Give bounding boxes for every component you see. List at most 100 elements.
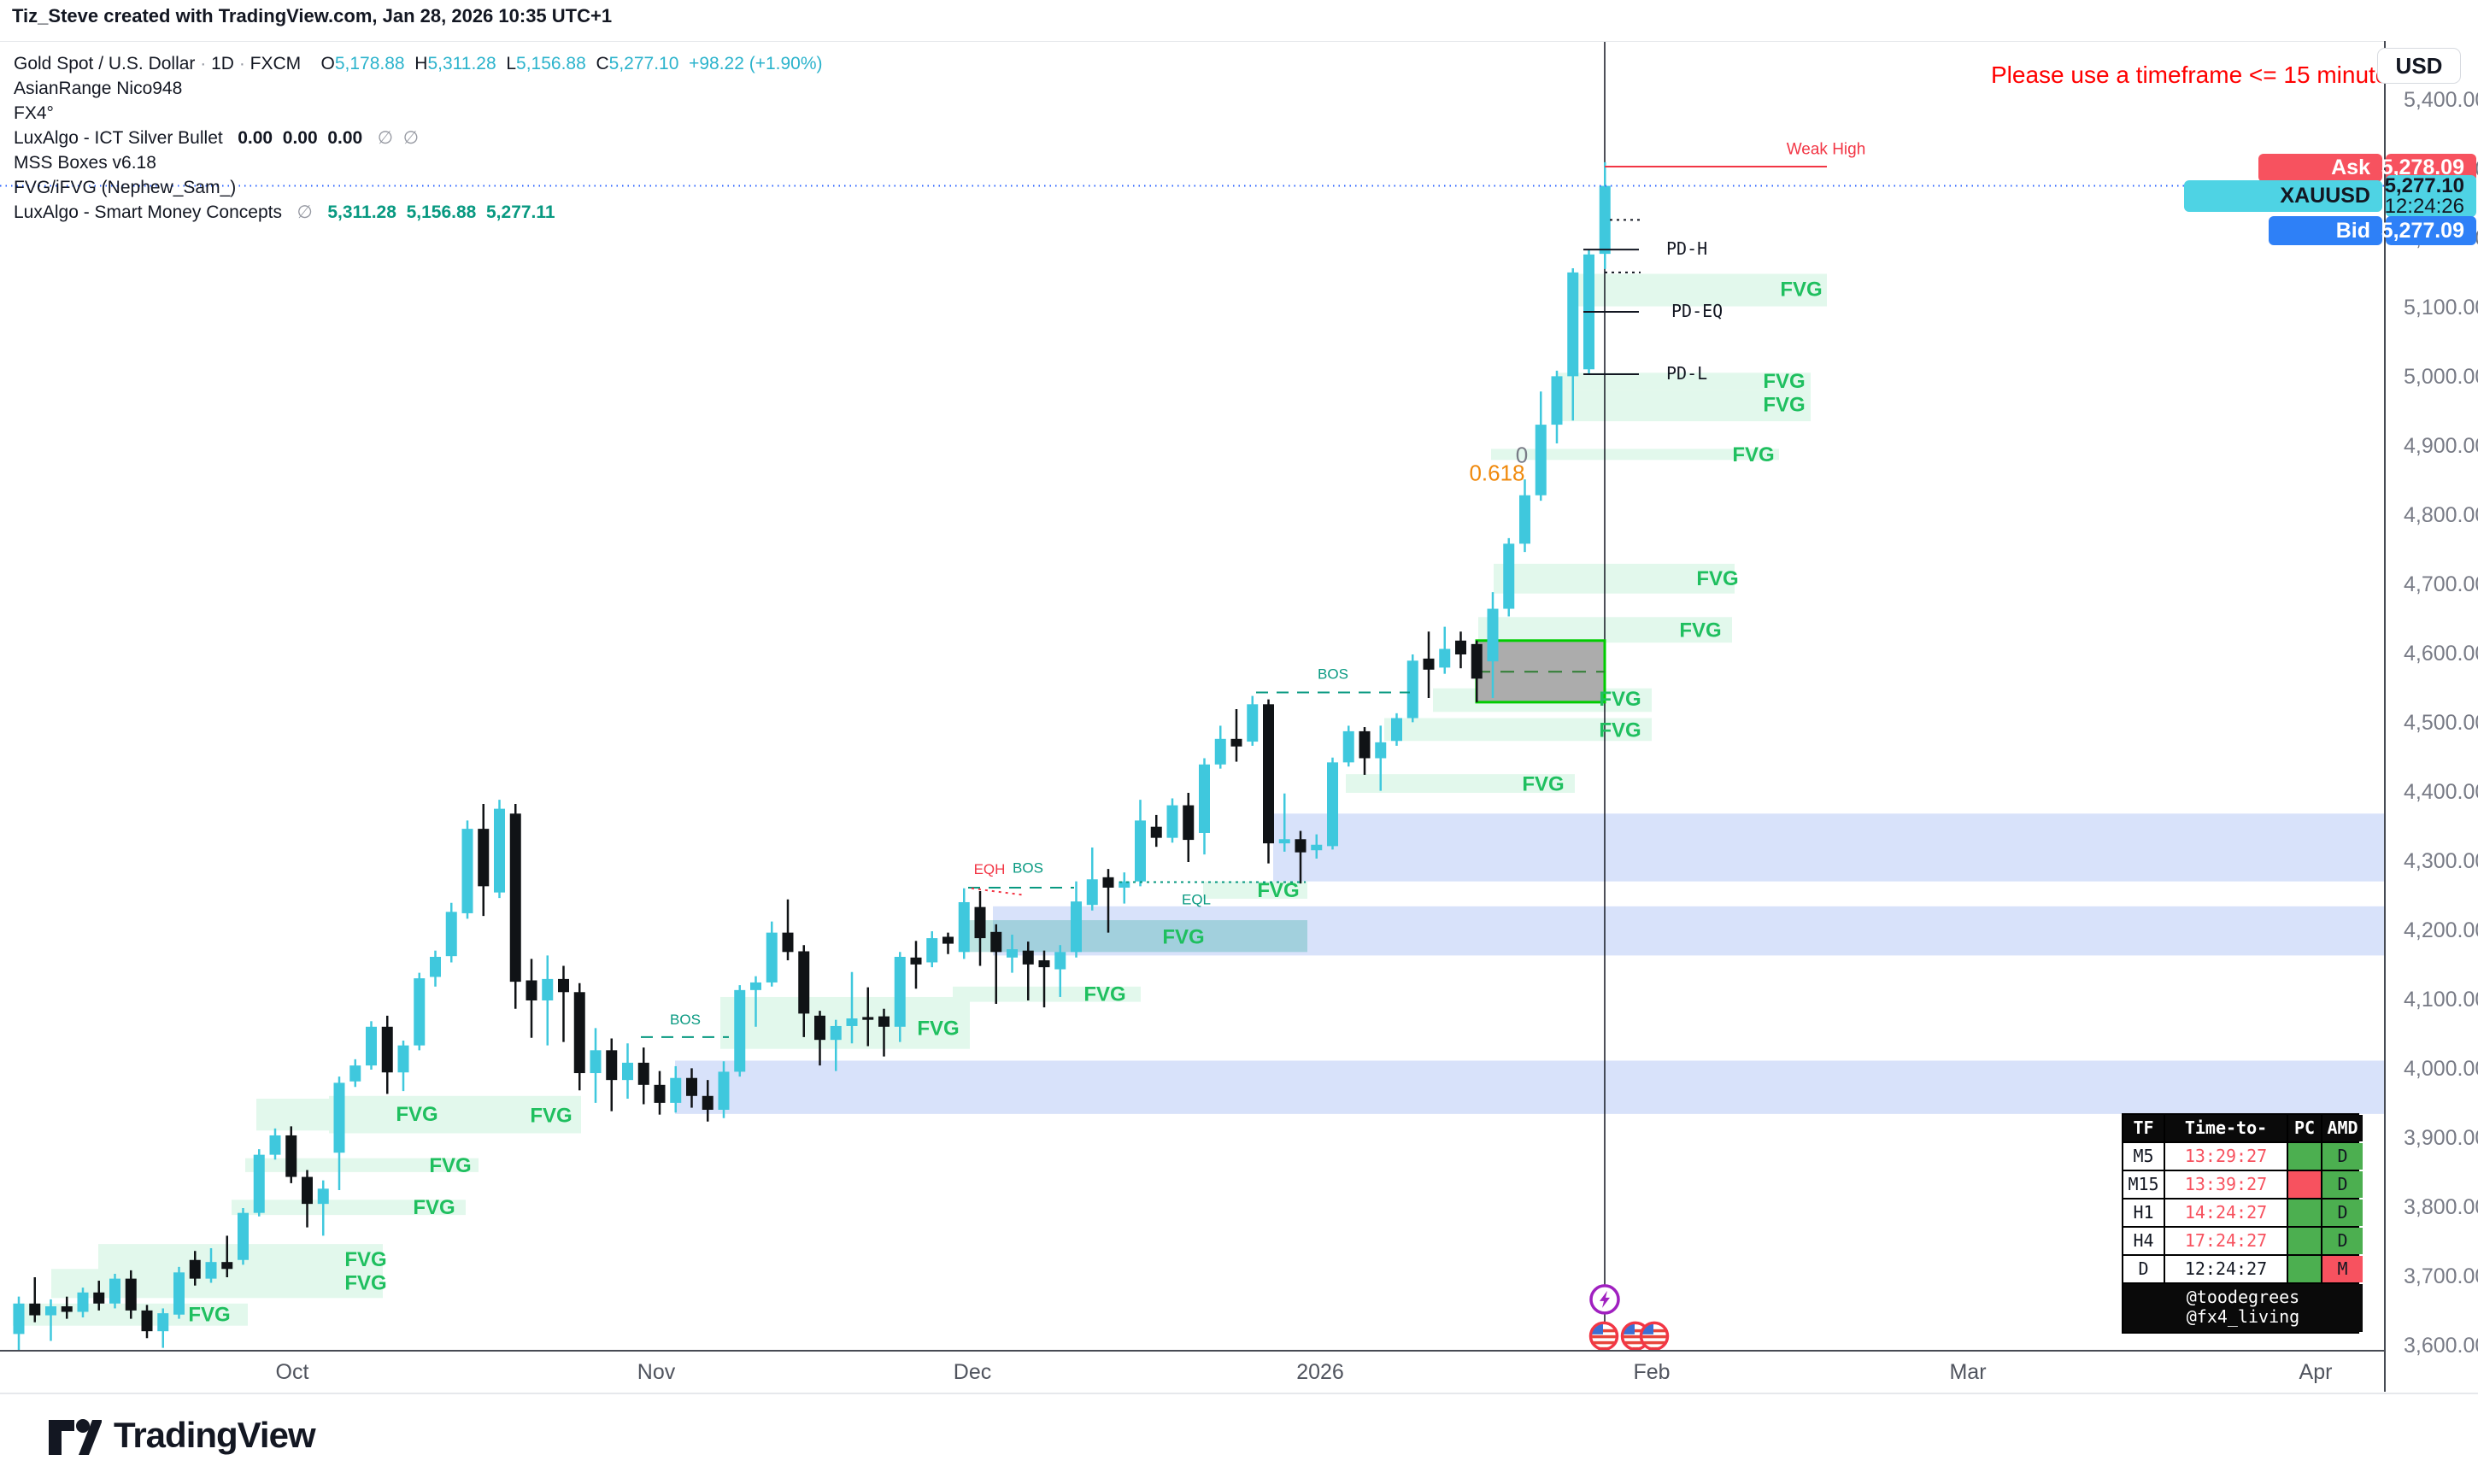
candle-body-84[interactable] (1359, 730, 1371, 759)
candle-body-64[interactable] (1038, 960, 1050, 968)
candle-body-3[interactable] (61, 1306, 73, 1312)
candle-body-77[interactable] (1247, 704, 1259, 742)
candle-body-85[interactable] (1375, 742, 1387, 759)
time-axis[interactable]: Oct Nov Dec 2026 Feb Mar Apr (0, 1350, 2384, 1391)
candle-body-95[interactable] (1535, 425, 1547, 496)
candle-body-70[interactable] (1135, 820, 1146, 882)
candle-body-19[interactable] (317, 1188, 329, 1205)
candle-body-5[interactable] (93, 1292, 105, 1304)
time-tick-Dec[interactable]: Dec (953, 1360, 992, 1384)
candle-body-73[interactable] (1183, 805, 1195, 841)
candle-body-93[interactable] (1503, 543, 1515, 609)
candle-body-33[interactable] (542, 978, 554, 1000)
price-axis[interactable]: 5,400.005,300.005,200.005,100.005,000.00… (2385, 41, 2478, 1358)
candle-body-89[interactable] (1439, 648, 1451, 668)
candle-body-45[interactable] (734, 989, 746, 1072)
candle-body-50[interactable] (814, 1015, 825, 1041)
legend-symbol-row[interactable]: Gold Spot / U.S. Dollar · 1D · FXCM O5,1… (14, 54, 823, 73)
currency-toggle-button[interactable]: USD (2377, 48, 2461, 84)
indicator-fvg-ifvg[interactable]: FVG/iFVG (Nephew_Sam_) (14, 178, 237, 197)
candle-body-68[interactable] (1102, 877, 1114, 888)
candle-body-29[interactable] (478, 829, 490, 887)
candle-body-31[interactable] (509, 813, 521, 982)
candle-body-27[interactable] (445, 912, 457, 957)
candle-body-56[interactable] (910, 957, 922, 965)
candle-body-14[interactable] (238, 1212, 249, 1260)
tradingview-logo[interactable]: TradingView (47, 1410, 316, 1461)
candle-body-97[interactable] (1567, 272, 1579, 377)
candle-body-75[interactable] (1214, 738, 1226, 765)
candle-body-7[interactable] (125, 1278, 137, 1311)
candle-body-92[interactable] (1487, 608, 1499, 662)
candle-body-20[interactable] (333, 1082, 345, 1153)
candle-body-61[interactable] (990, 931, 1002, 953)
candle-body-26[interactable] (430, 956, 441, 977)
candle-body-80[interactable] (1295, 839, 1307, 853)
indicator-fx4[interactable]: FX4° (14, 103, 54, 123)
candle-body-78[interactable] (1263, 704, 1274, 844)
time-tick-Feb[interactable]: Feb (1633, 1360, 1671, 1384)
candle-body-83[interactable] (1342, 730, 1354, 763)
candle-body-39[interactable] (637, 1062, 649, 1085)
candle-body-54[interactable] (878, 1016, 890, 1027)
candle-body-30[interactable] (494, 808, 505, 893)
candle-body-11[interactable] (189, 1259, 201, 1279)
candle-body-28[interactable] (461, 829, 473, 913)
candle-body-40[interactable] (654, 1084, 666, 1103)
candle-body-22[interactable] (366, 1026, 377, 1066)
candle-body-71[interactable] (1150, 826, 1162, 838)
candle-body-99[interactable] (1599, 185, 1611, 255)
candle-body-6[interactable] (109, 1278, 120, 1304)
candle-body-23[interactable] (381, 1026, 393, 1073)
candle-body-53[interactable] (862, 1017, 874, 1020)
candle-body-21[interactable] (349, 1065, 361, 1082)
candle-body-62[interactable] (1007, 949, 1018, 958)
indicator-ict-silver-bullet[interactable]: LuxAlgo - ICT Silver Bullet 0.00 0.00 0.… (14, 128, 419, 148)
candle-body-79[interactable] (1278, 839, 1290, 844)
candle-body-52[interactable] (846, 1018, 858, 1026)
candle-body-65[interactable] (1054, 952, 1066, 970)
time-tick-Nov[interactable]: Nov (637, 1360, 676, 1384)
candle-body-18[interactable] (302, 1176, 313, 1205)
candle-body-41[interactable] (670, 1077, 682, 1103)
candle-body-44[interactable] (718, 1071, 730, 1110)
candle-body-87[interactable] (1406, 660, 1418, 719)
candle-body-37[interactable] (606, 1050, 618, 1081)
candle-body-47[interactable] (766, 932, 778, 982)
candle-body-57[interactable] (926, 938, 938, 963)
candle-body-96[interactable] (1551, 376, 1563, 425)
candle-body-94[interactable] (1519, 495, 1530, 544)
candle-body-9[interactable] (157, 1313, 169, 1332)
candle-body-2[interactable] (45, 1306, 56, 1316)
candle-body-67[interactable] (1086, 879, 1098, 906)
candle-body-24[interactable] (397, 1045, 409, 1073)
candle-body-90[interactable] (1455, 640, 1466, 654)
candle-body-16[interactable] (269, 1135, 281, 1155)
candle-body-38[interactable] (622, 1062, 633, 1081)
candle-body-35[interactable] (573, 992, 585, 1074)
candle-body-10[interactable] (173, 1272, 185, 1315)
candle-body-59[interactable] (958, 901, 970, 953)
indicator-asianrange[interactable]: AsianRange Nico948 (14, 79, 183, 98)
candle-body-13[interactable] (221, 1262, 233, 1270)
candle-body-66[interactable] (1071, 901, 1082, 953)
candle-body-1[interactable] (29, 1303, 41, 1316)
timeframe-value[interactable]: 1D (211, 54, 234, 73)
candle-body-88[interactable] (1423, 658, 1435, 670)
candle-body-81[interactable] (1311, 844, 1323, 851)
candle-body-46[interactable] (750, 982, 761, 990)
candle-body-17[interactable] (285, 1135, 297, 1177)
candle-body-72[interactable] (1166, 805, 1178, 838)
candle-body-63[interactable] (1022, 950, 1034, 965)
candle-body-91[interactable] (1471, 643, 1483, 679)
candle-body-0[interactable] (13, 1303, 25, 1334)
candle-body-74[interactable] (1199, 764, 1210, 833)
candle-body-51[interactable] (830, 1025, 842, 1041)
candle-body-32[interactable] (526, 980, 537, 1000)
indicator-mss-boxes[interactable]: MSS Boxes v6.18 (14, 153, 156, 173)
candle-body-69[interactable] (1119, 881, 1130, 888)
candle-body-15[interactable] (253, 1154, 265, 1213)
time-tick-2026[interactable]: 2026 (1296, 1360, 1344, 1384)
candle-body-60[interactable] (974, 906, 986, 939)
